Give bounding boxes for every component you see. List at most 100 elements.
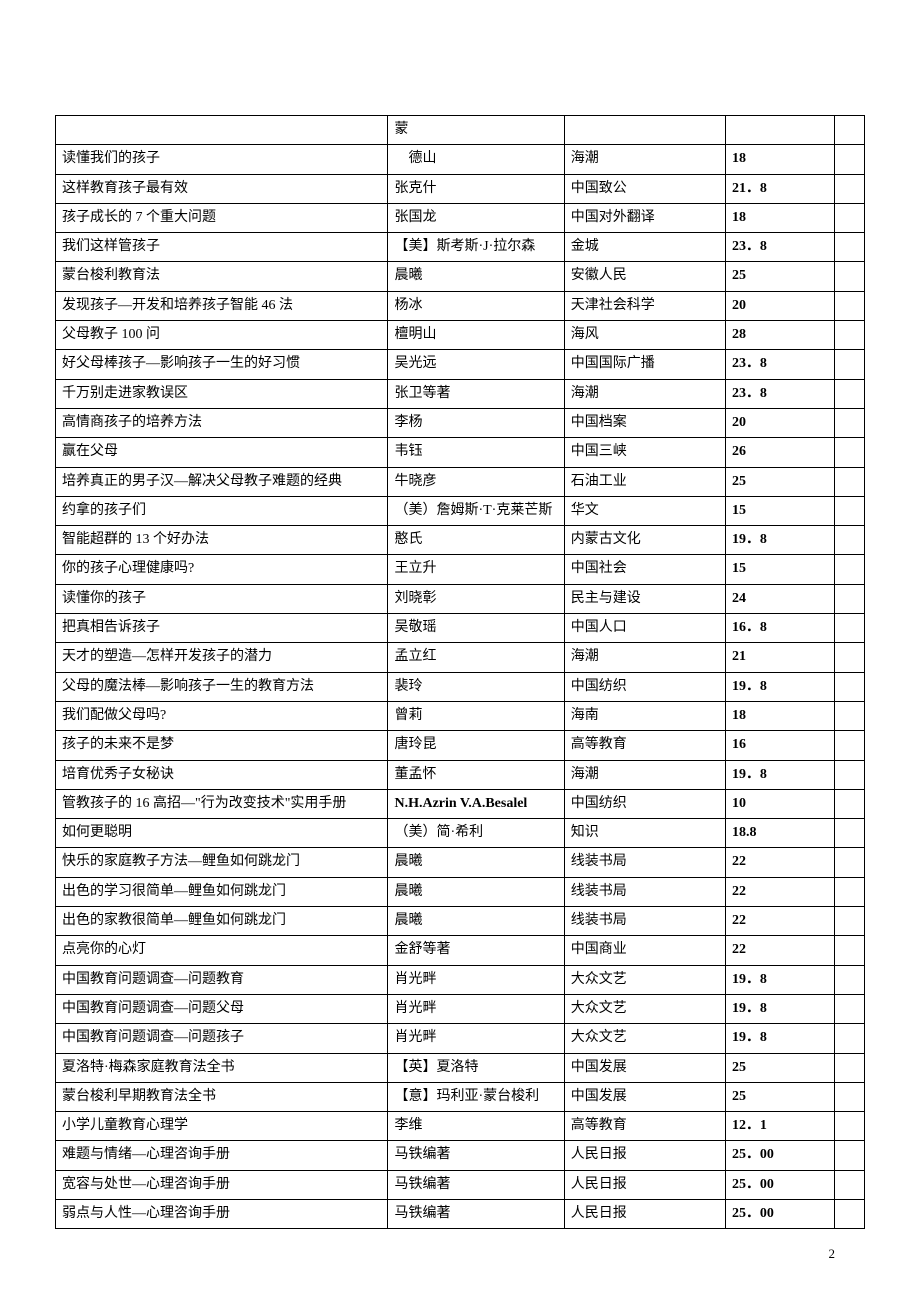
table-row: 读懂你的孩子刘晓彰民主与建设24 <box>56 584 865 613</box>
table-row: 智能超群的 13 个好办法憨氏内蒙古文化19．8 <box>56 526 865 555</box>
table-cell: 民主与建设 <box>564 584 725 613</box>
table-cell: 这样教育孩子最有效 <box>56 174 388 203</box>
table-cell: 石油工业 <box>564 467 725 496</box>
table-cell: 难题与情绪—心理咨询手册 <box>56 1141 388 1170</box>
table-cell: 我们这样管孩子 <box>56 233 388 262</box>
table-cell <box>834 467 864 496</box>
table-cell: 28 <box>725 321 834 350</box>
book-table: 蒙读懂我们的孩子 德山海潮18这样教育孩子最有效张克什中国致公21．8孩子成长的… <box>55 115 865 1229</box>
table-row: 如何更聪明（美）简·希利知识18.8 <box>56 819 865 848</box>
table-cell: 23．8 <box>725 350 834 379</box>
table-cell: 海潮 <box>564 643 725 672</box>
table-cell: 【英】夏洛特 <box>388 1053 564 1082</box>
table-row: 中国教育问题调查—问题父母肖光畔大众文艺19．8 <box>56 994 865 1023</box>
table-cell: 金舒等著 <box>388 936 564 965</box>
table-cell <box>834 848 864 877</box>
table-cell: 中国纺织 <box>564 672 725 701</box>
table-cell: 李杨 <box>388 408 564 437</box>
table-cell: 晨曦 <box>388 848 564 877</box>
table-row: 天才的塑造—怎样开发孩子的潜力孟立红海潮21 <box>56 643 865 672</box>
table-cell <box>834 701 864 730</box>
table-cell: 海南 <box>564 701 725 730</box>
table-cell: N.H.Azrin V.A.Besalel <box>388 789 564 818</box>
table-cell: 18 <box>725 145 834 174</box>
table-row: 孩子的未来不是梦唐玲昆高等教育16 <box>56 731 865 760</box>
table-cell: 19．8 <box>725 994 834 1023</box>
table-row: 好父母棒孩子—影响孩子一生的好习惯吴光远中国国际广播23．8 <box>56 350 865 379</box>
table-cell: 18 <box>725 701 834 730</box>
table-cell: 高等教育 <box>564 731 725 760</box>
table-row: 宽容与处世—心理咨询手册马铁编著人民日报25．00 <box>56 1170 865 1199</box>
table-cell: 出色的学习很简单—鲤鱼如何跳龙门 <box>56 877 388 906</box>
table-cell: 23．8 <box>725 233 834 262</box>
table-cell <box>834 1170 864 1199</box>
table-row: 父母教子 100 问檀明山海风28 <box>56 321 865 350</box>
table-cell: 点亮你的心灯 <box>56 936 388 965</box>
table-cell: 父母教子 100 问 <box>56 321 388 350</box>
document-page: 蒙读懂我们的孩子 德山海潮18这样教育孩子最有效张克什中国致公21．8孩子成长的… <box>0 0 920 1302</box>
table-cell: 19．8 <box>725 1024 834 1053</box>
table-row: 管教孩子的 16 高招—"行为改变技术"实用手册N.H.Azrin V.A.Be… <box>56 789 865 818</box>
table-cell: 吴光远 <box>388 350 564 379</box>
table-row: 弱点与人性—心理咨询手册马铁编著人民日报25．00 <box>56 1199 865 1228</box>
table-row: 难题与情绪—心理咨询手册马铁编著人民日报25．00 <box>56 1141 865 1170</box>
table-cell <box>834 555 864 584</box>
table-cell: 25 <box>725 1053 834 1082</box>
table-cell <box>834 965 864 994</box>
table-row: 培育优秀子女秘诀董孟怀海潮19．8 <box>56 760 865 789</box>
table-row: 我们这样管孩子【美】斯考斯·J·拉尔森金城23．8 <box>56 233 865 262</box>
table-cell: 刘晓彰 <box>388 584 564 613</box>
table-cell: 发现孩子—开发和培养孩子智能 46 法 <box>56 291 388 320</box>
table-cell: 海风 <box>564 321 725 350</box>
table-cell: 高等教育 <box>564 1112 725 1141</box>
table-cell: 夏洛特·梅森家庭教育法全书 <box>56 1053 388 1082</box>
table-row: 小学儿童教育心理学李维高等教育12．1 <box>56 1112 865 1141</box>
table-cell <box>834 291 864 320</box>
table-cell: 孩子的未来不是梦 <box>56 731 388 760</box>
table-cell: 25．00 <box>725 1141 834 1170</box>
table-cell: 中国社会 <box>564 555 725 584</box>
table-cell: 大众文艺 <box>564 1024 725 1053</box>
table-cell: 18 <box>725 203 834 232</box>
table-cell: 唐玲昆 <box>388 731 564 760</box>
table-cell: 蒙台梭利教育法 <box>56 262 388 291</box>
table-cell: 如何更聪明 <box>56 819 388 848</box>
table-cell <box>834 203 864 232</box>
table-cell: 20 <box>725 291 834 320</box>
table-row: 父母的魔法棒—影响孩子一生的教育方法裴玲中国纺织19．8 <box>56 672 865 701</box>
table-cell: 曾莉 <box>388 701 564 730</box>
table-row: 把真相告诉孩子吴敬瑶中国人口16．8 <box>56 614 865 643</box>
table-cell: 裴玲 <box>388 672 564 701</box>
table-cell: 马铁编著 <box>388 1199 564 1228</box>
table-cell: 金城 <box>564 233 725 262</box>
table-row: 快乐的家庭教子方法—鲤鱼如何跳龙门晨曦线装书局22 <box>56 848 865 877</box>
table-cell: 晨曦 <box>388 262 564 291</box>
table-cell <box>834 233 864 262</box>
table-cell: 线装书局 <box>564 907 725 936</box>
table-cell: 线装书局 <box>564 848 725 877</box>
table-cell <box>834 1112 864 1141</box>
table-row: 出色的学习很简单—鲤鱼如何跳龙门晨曦线装书局22 <box>56 877 865 906</box>
table-row: 孩子成长的 7 个重大问题张国龙中国对外翻译18 <box>56 203 865 232</box>
table-row: 蒙 <box>56 116 865 145</box>
table-row: 这样教育孩子最有效张克什中国致公21．8 <box>56 174 865 203</box>
table-cell: 憨氏 <box>388 526 564 555</box>
table-cell: 22 <box>725 936 834 965</box>
table-cell: 22 <box>725 848 834 877</box>
table-cell: 25 <box>725 262 834 291</box>
table-cell: 肖光畔 <box>388 994 564 1023</box>
table-cell <box>834 321 864 350</box>
table-cell <box>725 116 834 145</box>
table-cell <box>56 116 388 145</box>
table-cell: 孟立红 <box>388 643 564 672</box>
table-cell: 蒙台梭利早期教育法全书 <box>56 1082 388 1111</box>
table-cell <box>834 350 864 379</box>
table-cell: 培育优秀子女秘诀 <box>56 760 388 789</box>
table-cell: 人民日报 <box>564 1141 725 1170</box>
table-cell: 李维 <box>388 1112 564 1141</box>
table-cell <box>834 789 864 818</box>
table-cell: 快乐的家庭教子方法—鲤鱼如何跳龙门 <box>56 848 388 877</box>
table-cell: 德山 <box>388 145 564 174</box>
table-cell: 中国纺织 <box>564 789 725 818</box>
table-row: 点亮你的心灯金舒等著中国商业22 <box>56 936 865 965</box>
